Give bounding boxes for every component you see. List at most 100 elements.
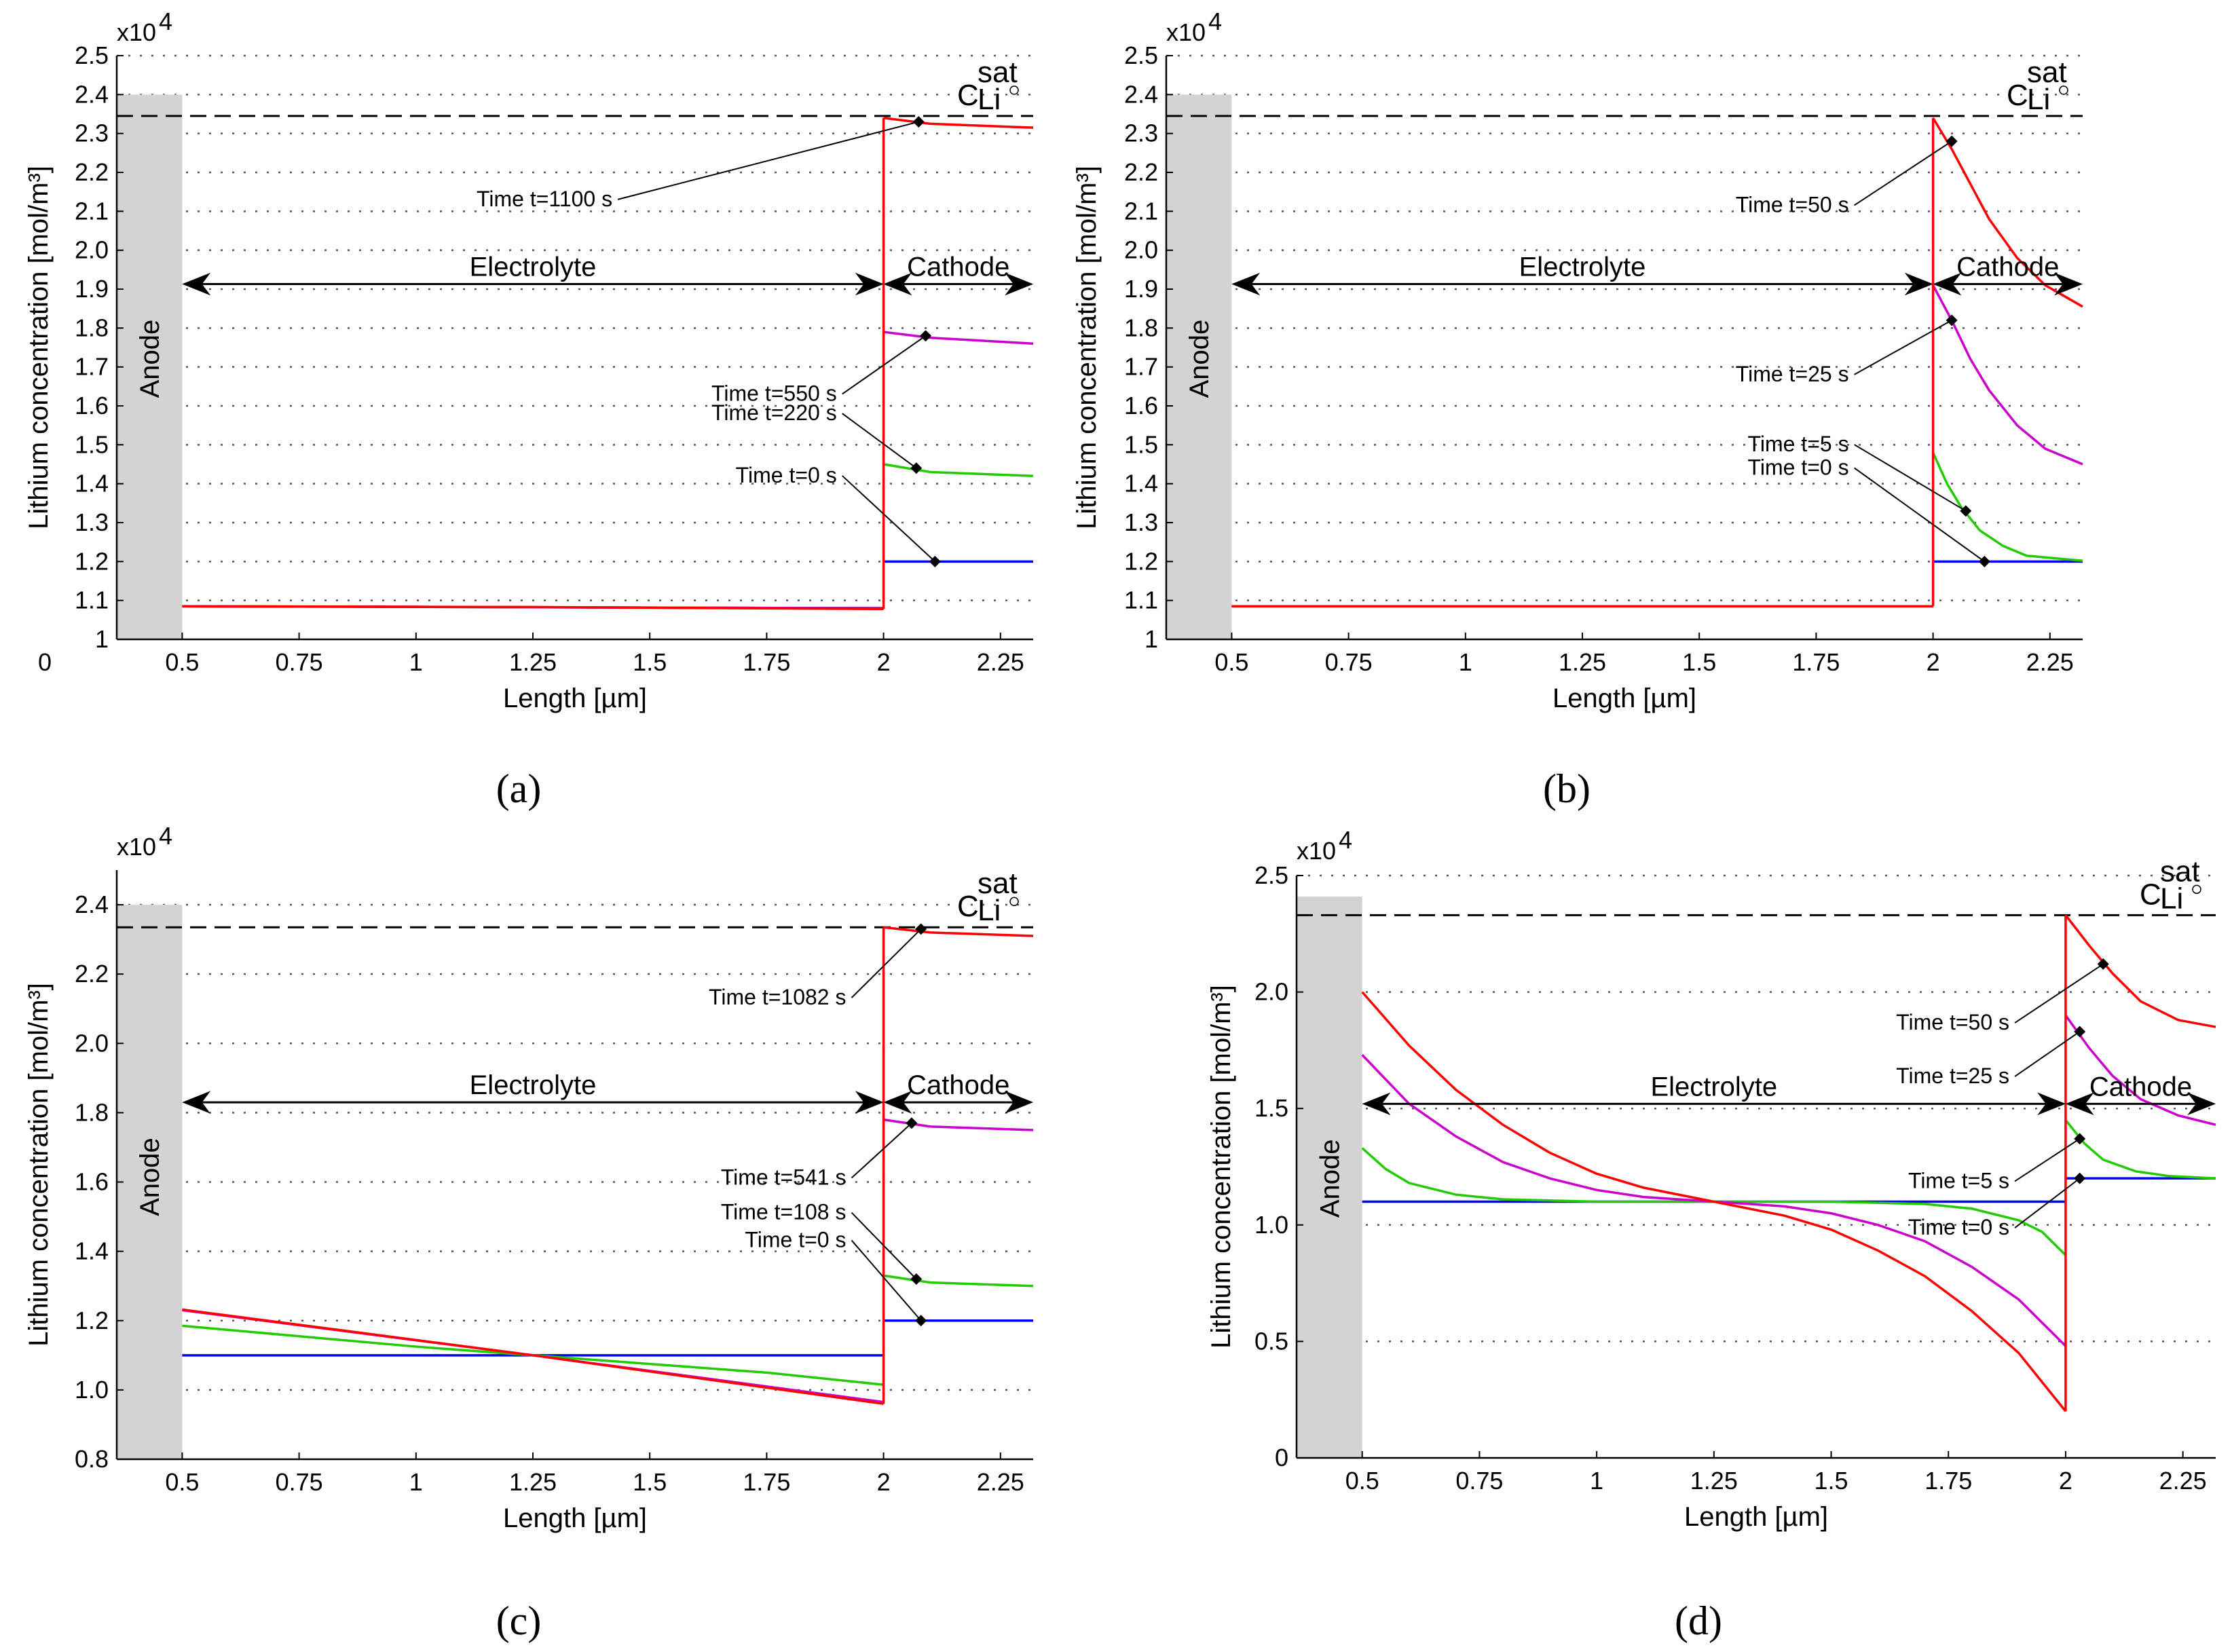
panel-label: (a) (496, 766, 542, 811)
series-cathode (2064, 1119, 2216, 1180)
series-cathode (1932, 284, 2083, 466)
y-tick-label: 1.2 (75, 547, 109, 575)
y-tick-label: 2.0 (1124, 236, 1158, 264)
annotation-marker (910, 462, 923, 474)
y-axis-label: Lithium concentration [mol/m³] (1206, 985, 1236, 1349)
anode-label: Anode (135, 320, 165, 398)
multiplier-label: x10 (1297, 837, 1336, 865)
cathode-label: Cathode (907, 252, 1009, 282)
y-tick-label: 1.0 (1254, 1211, 1288, 1239)
x-axis-label: Length [µm] (1684, 1502, 1828, 1532)
y-tick-label: 2.2 (1124, 158, 1158, 186)
x-tick-label: 2.25 (2159, 1467, 2207, 1495)
annotation-label: Time t=220 s (711, 400, 837, 425)
annotation-marker (2097, 958, 2109, 970)
y-tick-label: 1.6 (1124, 392, 1158, 419)
series-cathode (883, 331, 1034, 345)
x-tick-label: 0.5 (1214, 648, 1248, 676)
annotation-leader (1854, 140, 1952, 206)
annotation-label: Time t=25 s (1736, 362, 1849, 386)
anode-label: Anode (1185, 320, 1214, 398)
y-tick-label: 2.4 (1124, 80, 1158, 108)
panel-label: (c) (496, 1598, 542, 1643)
x-tick-label: 1 (1590, 1467, 1603, 1495)
y-tick-label: 1.0 (75, 1376, 109, 1404)
annotation-label: Time t=541 s (721, 1165, 847, 1190)
y-tick-label: 1.4 (1124, 470, 1158, 498)
y-tick-label: 2.0 (1254, 978, 1288, 1006)
x-tick-label: 1.5 (633, 1468, 667, 1496)
multiplier-label: x10 (1166, 18, 1206, 46)
y-axis-label: Lithium concentration [mol/m³] (24, 983, 54, 1347)
x-tick-label: 1.75 (743, 1468, 790, 1496)
multiplier-label: x10 (117, 833, 156, 861)
electrolyte-label: Electrolyte (470, 252, 597, 282)
x-tick-label: 1.25 (1690, 1467, 1738, 1495)
annotation-leader (617, 121, 919, 200)
x-tick-label: 1 (409, 1468, 423, 1496)
annotation-leader (2014, 1178, 2081, 1228)
multiplier-exponent: 4 (1339, 826, 1352, 854)
annotation-leader (2014, 1031, 2081, 1077)
y-tick-label: 2.0 (75, 1029, 109, 1057)
annotation-label: Time t=1100 s (477, 187, 612, 211)
y-tick-label: 0.8 (75, 1445, 109, 1473)
electrolyte-label: Electrolyte (1650, 1072, 1777, 1102)
y-tick-label: 2.4 (75, 80, 109, 108)
annotation-label: Time t=0 s (1748, 455, 1849, 479)
x-tick-label: 1 (1459, 648, 1472, 676)
y-tick-label: 1.9 (75, 275, 109, 303)
saturation-label: C (2140, 878, 2161, 911)
series-cathode (883, 926, 1034, 937)
x-tick-label: 1.75 (1792, 648, 1840, 676)
x-tick-label: 2 (1927, 648, 1940, 676)
anode-label: Anode (1315, 1140, 1345, 1218)
x-tick-label: 0.75 (276, 648, 323, 676)
annotation-leader (842, 335, 927, 395)
annotation-marker (929, 555, 941, 567)
multiplier-exponent: 4 (159, 7, 172, 35)
y-tick-label: 2.1 (1124, 197, 1158, 225)
y-tick-label: 1.2 (75, 1307, 109, 1334)
x-tick-label: 0.5 (165, 1468, 199, 1496)
y-tick-label: 1.8 (75, 314, 109, 341)
x-tick-label: 1.5 (1815, 1467, 1848, 1495)
x-axis-label: Length [µm] (503, 683, 647, 713)
annotation-label: Time t=50 s (1896, 1010, 2009, 1034)
annotation-leader (1854, 444, 1967, 512)
annotation-marker (912, 115, 925, 128)
series-cathode (2064, 1014, 2216, 1126)
y-tick-label: 1.6 (75, 392, 109, 419)
saturation-sub: Li (978, 894, 1001, 927)
charge-icon (2059, 86, 2068, 95)
anode-region (1166, 94, 1232, 640)
annotation-label: Time t=50 s (1736, 192, 1849, 217)
y-tick-label: 2.2 (75, 960, 109, 988)
x-tick-label: 2.25 (977, 648, 1024, 676)
saturation-sub: Li (978, 83, 1001, 116)
annotation-label: Time t=550 s (711, 381, 837, 406)
series-cathode (2064, 914, 2216, 1028)
x-axis-label: Length [µm] (1552, 683, 1696, 713)
y-tick-label: 1.2 (1124, 547, 1158, 575)
x-tick-label: 1.25 (509, 1468, 557, 1496)
x-tick-label: 1.5 (1682, 648, 1716, 676)
annotation-leader (2014, 1138, 2081, 1182)
x-tick-label: 2 (877, 1468, 891, 1496)
y-tick-label: 1.8 (1124, 314, 1158, 341)
y-tick-label: 1.5 (75, 430, 109, 458)
annotation-marker (2074, 1133, 2086, 1145)
saturation-label: C (957, 79, 979, 112)
y-tick-label: 2.5 (1254, 861, 1288, 889)
annotation-marker (2074, 1026, 2086, 1038)
series-cathode (883, 116, 1034, 129)
annotation-leader (851, 928, 922, 998)
series-cathode (883, 463, 1034, 477)
x-tick-label: 0.75 (1455, 1467, 1503, 1495)
x-tick-label: 0.5 (1345, 1467, 1379, 1495)
x-tick-label: 1.25 (509, 648, 557, 676)
y-tick-label: 0 (1275, 1444, 1288, 1471)
annotation-leader (851, 1239, 922, 1321)
